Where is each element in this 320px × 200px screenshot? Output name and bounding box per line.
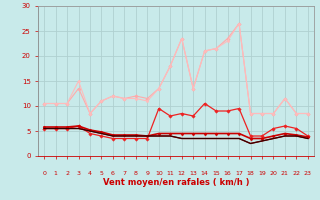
X-axis label: Vent moyen/en rafales ( km/h ): Vent moyen/en rafales ( km/h ) — [103, 178, 249, 187]
